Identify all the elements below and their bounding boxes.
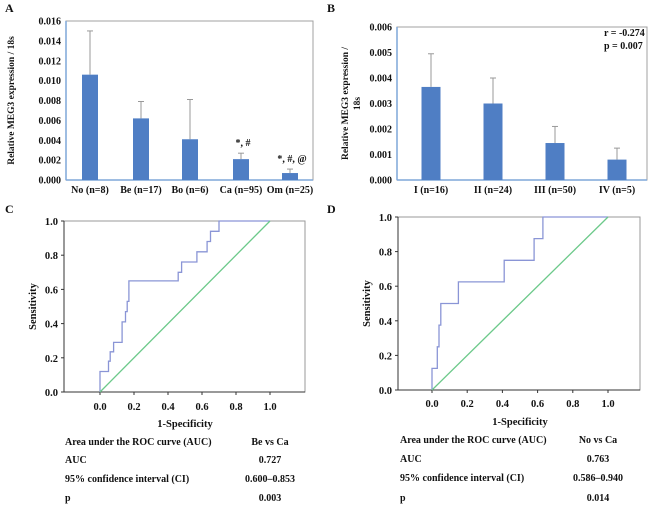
panel-label-D: D (327, 202, 336, 216)
table-value: 0.727 (259, 455, 282, 466)
y-tick-label: 0.0 (379, 386, 392, 397)
x-tick-label: Ca (n=95) (220, 185, 263, 196)
y-tick-label: 0.005 (370, 48, 393, 59)
y-tick-label: 0.004 (370, 74, 393, 85)
table-label: 95% confidence interval (CI) (400, 473, 524, 484)
y-tick-label: 0.006 (370, 23, 393, 34)
x-tick-label: 0.6 (195, 402, 208, 413)
y-axis-title: Sensitivity (362, 279, 373, 326)
reference-line (431, 216, 609, 391)
bar (607, 159, 627, 180)
y-tick-label: 0.010 (39, 76, 62, 87)
y-tick-label: 0.8 (379, 248, 392, 259)
x-tick-label: III (n=50) (534, 185, 576, 196)
table-value: 0.600–0.853 (245, 474, 295, 485)
panel-label-C: C (5, 202, 14, 216)
x-tick-label: 0.0 (425, 399, 438, 410)
y-tick-label: 1.0 (45, 217, 58, 228)
y-tick-label: 1.0 (379, 213, 392, 224)
x-tick-label: Be (n=17) (120, 185, 162, 196)
table-label: Area under the ROC curve (AUC) (400, 435, 547, 446)
y-tick-label: 0.8 (45, 251, 58, 262)
bar (82, 74, 98, 180)
x-tick-label: 0.8 (229, 402, 242, 413)
significance-annotation: *, # (236, 138, 251, 149)
bar (421, 86, 441, 180)
bar (233, 159, 249, 180)
y-axis-title: Relative MEG3 expression / (341, 47, 351, 160)
x-axis-title: 1-Specificity (492, 417, 548, 428)
table-label: Area under the ROC curve (AUC) (65, 437, 212, 448)
stat-annotation: p = 0.007 (604, 41, 643, 52)
table-value: 0.763 (587, 454, 610, 465)
x-tick-label: I (n=16) (414, 185, 448, 196)
reference-line (99, 220, 271, 393)
table-label: p (65, 493, 71, 504)
table-value: 0.003 (259, 493, 282, 504)
table-value: No vs Ca (579, 435, 617, 446)
bar (483, 103, 503, 180)
y-tick-label: 0.002 (370, 125, 393, 136)
y-tick-label: 0.008 (39, 96, 62, 107)
x-tick-label: 1.0 (263, 402, 276, 413)
y-tick-label: 0.002 (39, 156, 62, 167)
bar (545, 143, 565, 180)
panel-label-B: B (327, 1, 335, 15)
plot-frame (397, 216, 641, 391)
y-tick-label: 0.6 (45, 285, 58, 296)
y-tick-label: 0.001 (370, 150, 393, 161)
y-tick-label: 0.2 (379, 351, 392, 362)
x-tick-label: 0.8 (566, 399, 579, 410)
y-tick-label: 0.012 (39, 56, 62, 67)
x-tick-label: No (n=8) (71, 185, 109, 196)
y-tick-label: 0.4 (45, 320, 59, 331)
x-tick-label: 0.2 (127, 402, 140, 413)
roc-curve (431, 216, 608, 390)
roc-curve (99, 220, 270, 392)
y-tick-label: 0.0 (45, 388, 58, 399)
x-tick-label: 0.4 (161, 402, 175, 413)
x-tick-label: Bo (n=6) (171, 185, 208, 196)
y-tick-label: 0.000 (39, 176, 62, 187)
x-axis-title: 1-Specificity (157, 419, 213, 430)
x-tick-label: Om (n=25) (267, 185, 314, 196)
significance-annotation: *, #, @ (277, 154, 306, 165)
table-value: Be vs Ca (251, 437, 288, 448)
table-value: 0.586–0.940 (573, 473, 623, 484)
table-value: 0.014 (587, 493, 610, 504)
y-axis-title: 18s (353, 97, 363, 111)
y-axis-title: Sensitivity (28, 282, 39, 329)
x-tick-label: 0.4 (496, 399, 510, 410)
table-label: p (400, 493, 406, 504)
stat-annotation: r = -0.274 (604, 28, 645, 39)
y-tick-label: 0.016 (39, 17, 62, 28)
table-label: AUC (400, 454, 422, 465)
table-label: AUC (65, 455, 87, 466)
y-tick-label: 0.000 (370, 176, 393, 187)
panel-label-A: A (5, 1, 14, 15)
table-label: 95% confidence interval (CI) (65, 474, 189, 485)
x-tick-label: 0.0 (93, 402, 106, 413)
x-tick-label: 1.0 (601, 399, 614, 410)
x-tick-label: 0.6 (531, 399, 544, 410)
x-tick-label: 0.2 (461, 399, 474, 410)
y-tick-label: 0.4 (379, 317, 393, 328)
x-tick-label: IV (n=5) (599, 185, 635, 196)
bar (182, 139, 198, 180)
y-tick-label: 0.6 (379, 282, 392, 293)
y-axis-title: Relative MEG3 expression / 18s (7, 36, 17, 165)
x-tick-label: II (n=24) (474, 185, 512, 196)
bar (282, 173, 298, 180)
y-tick-label: 0.004 (39, 136, 62, 147)
y-tick-label: 0.006 (39, 116, 62, 127)
bar (133, 118, 149, 180)
y-tick-label: 0.003 (370, 99, 393, 110)
y-tick-label: 0.014 (39, 36, 62, 47)
y-tick-label: 0.2 (45, 354, 58, 365)
